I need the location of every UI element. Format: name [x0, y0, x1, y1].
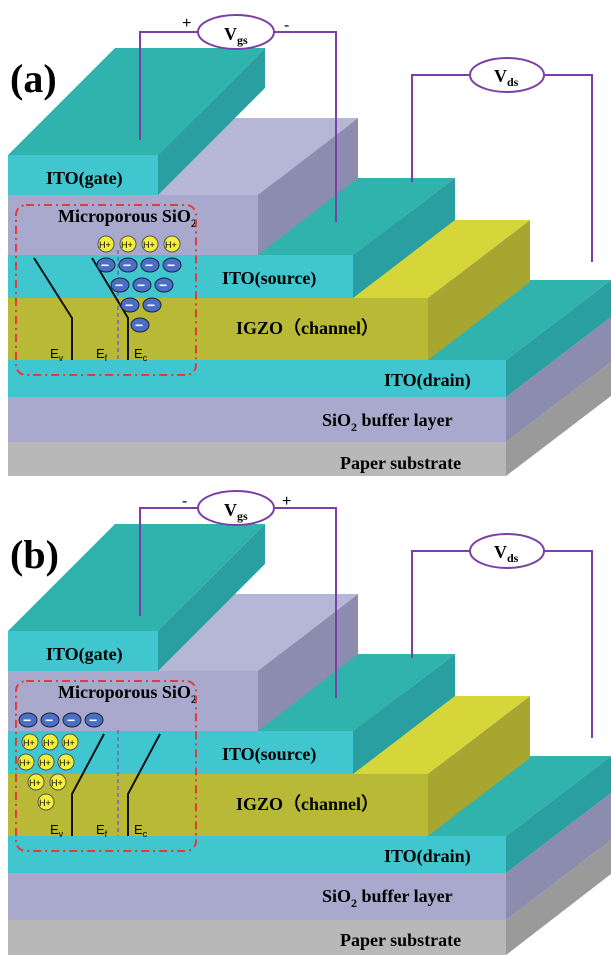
channel-label: IGZO（channel）	[236, 318, 379, 338]
source-label: ITO(source)	[222, 744, 316, 765]
ion-label: H+	[99, 240, 111, 250]
electron-sign: −	[147, 297, 155, 313]
panel-label: (a)	[10, 56, 57, 101]
electron-sign: −	[67, 712, 75, 728]
electron-sign: −	[89, 712, 97, 728]
ion-label: H+	[121, 240, 133, 250]
substrate-label: Paper substrate	[340, 930, 461, 950]
vgs-right-sign: +	[282, 493, 291, 510]
electron-sign: −	[115, 277, 123, 293]
ion-label: H+	[23, 738, 35, 748]
vds-wire-right	[544, 75, 592, 262]
panel-b: Vgs - + Vds (b) ITO(gate) Microporous Si…	[8, 491, 611, 955]
ion-label: H+	[63, 738, 75, 748]
panel-a: Vgs + - Vds (a) ITO(gate) Microporous Si…	[8, 15, 611, 476]
channel-label: IGZO（channel）	[236, 794, 379, 814]
substrate-label: Paper substrate	[340, 453, 461, 473]
ion-label: H+	[59, 758, 71, 768]
gate-label: ITO(gate)	[46, 644, 123, 665]
drain-label: ITO(drain)	[384, 846, 471, 867]
ion-label: H+	[143, 240, 155, 250]
electron-sign: −	[123, 257, 131, 273]
electron-sign: −	[137, 277, 145, 293]
drain-label: ITO(drain)	[384, 370, 471, 391]
vds-wire-left	[412, 551, 470, 658]
electron-sign: −	[23, 712, 31, 728]
electron-sign: −	[125, 297, 133, 313]
electron-sign: −	[159, 277, 167, 293]
ion-label: H+	[43, 738, 55, 748]
source-label: ITO(source)	[222, 268, 316, 289]
vds-wire-right	[544, 551, 592, 738]
electron-sign: −	[167, 257, 175, 273]
electron-sign: −	[135, 317, 143, 333]
ion-label: H+	[165, 240, 177, 250]
ion-label: H+	[39, 798, 51, 808]
vgs-right-sign: -	[284, 17, 289, 34]
vgs-left-sign: -	[182, 493, 187, 510]
vgs-left-sign: +	[182, 15, 191, 32]
ion-label: H+	[51, 778, 63, 788]
ion-label: H+	[29, 778, 41, 788]
electron-sign: −	[45, 712, 53, 728]
vds-wire-left	[412, 75, 470, 182]
ion-label: H+	[39, 758, 51, 768]
electron-sign: −	[145, 257, 153, 273]
ion-label: H+	[19, 758, 31, 768]
panel-label: (b)	[10, 532, 59, 577]
gate-label: ITO(gate)	[46, 168, 123, 189]
electron-sign: −	[101, 257, 109, 273]
